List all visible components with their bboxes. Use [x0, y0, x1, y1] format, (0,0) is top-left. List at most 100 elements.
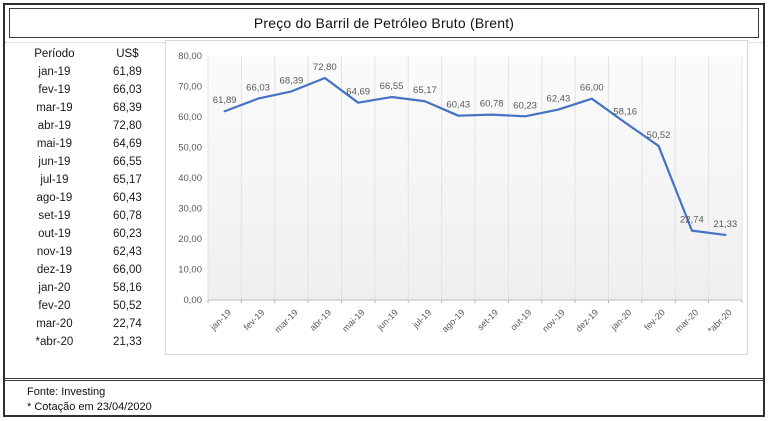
svg-text:jul-19: jul-19	[410, 307, 433, 330]
svg-text:fev-19: fev-19	[242, 307, 267, 332]
svg-text:20,00: 20,00	[178, 234, 202, 245]
svg-text:nov-19: nov-19	[540, 307, 567, 334]
value-cell: 68,39	[113, 102, 142, 114]
column-header-price: US$	[116, 48, 139, 60]
price-table: Período US$ jan-19 61,89 fev-19 66,03 mar-19…	[15, 45, 161, 351]
data-label: 65,17	[413, 85, 437, 96]
data-label: 72,80	[313, 62, 337, 73]
data-label: 66,03	[246, 83, 270, 94]
svg-text:jan-19: jan-19	[208, 307, 233, 332]
period-cell: nov-19	[36, 246, 72, 258]
svg-text:mar-20: mar-20	[673, 307, 700, 334]
chart-title-bar: Preço do Barril de Petróleo Bruto (Brent…	[9, 8, 759, 38]
data-label: 22,74	[680, 215, 704, 226]
period-cell: mar-19	[36, 102, 73, 114]
data-label: 60,78	[480, 99, 504, 110]
period-cell: fev-19	[38, 84, 71, 96]
table-row: mar-20 22,74	[15, 315, 161, 333]
page-title: Preço do Barril de Petróleo Bruto (Brent…	[253, 15, 515, 31]
value-cell: 61,89	[113, 66, 142, 78]
price-table-panel: Período US$ jan-19 61,89 fev-19 66,03 mar-19…	[15, 45, 161, 351]
svg-text:80,00: 80,00	[178, 51, 202, 62]
table-row: jul-19 65,17	[15, 171, 161, 189]
data-label: 62,43	[547, 94, 571, 105]
value-cell: 21,33	[113, 336, 142, 348]
svg-text:fev-20: fev-20	[642, 307, 667, 332]
period-cell: jul-19	[40, 174, 69, 186]
data-label: 60,23	[513, 100, 537, 111]
value-cell: 22,74	[113, 318, 142, 330]
table-row: nov-19 62,43	[15, 243, 161, 261]
value-cell: 60,78	[113, 210, 142, 222]
table-row: fev-20 50,52	[15, 297, 161, 315]
document-frame: Preço do Barril de Petróleo Bruto (Brent…	[3, 3, 765, 417]
svg-text:40,00: 40,00	[178, 173, 202, 184]
value-cell: 72,80	[113, 120, 142, 132]
table-row: jan-20 58,16	[15, 279, 161, 297]
table-row: out-19 60,23	[15, 225, 161, 243]
svg-text:0,00: 0,00	[184, 295, 203, 306]
svg-text:60,00: 60,00	[178, 112, 202, 123]
data-labels: 61,89 66,03 68,39 72,80 64,69 66,55 65,17 60,43…	[213, 62, 737, 230]
source-note: Fonte: Investing	[27, 386, 106, 398]
period-cell: set-19	[38, 210, 71, 222]
table-row: dez-19 66,00	[15, 261, 161, 279]
value-cell: 66,03	[113, 84, 142, 96]
value-cell: 66,00	[113, 264, 142, 276]
svg-text:abr-19: abr-19	[308, 307, 333, 332]
price-line	[223, 76, 727, 237]
svg-text:mai-19: mai-19	[340, 307, 367, 334]
value-cell: 58,16	[113, 282, 142, 294]
data-label: 21,33	[713, 219, 737, 230]
y-axis-labels: 0,00 10,00 20,00 30,00 40,00 50,00 60,00 70,00 8…	[178, 51, 202, 306]
table-row: jun-19 66,55	[15, 153, 161, 171]
svg-text:70,00: 70,00	[178, 82, 202, 93]
value-cell: 60,23	[113, 228, 142, 240]
svg-text:ago-19: ago-19	[440, 307, 467, 334]
data-label: 64,69	[346, 87, 370, 98]
value-cell: 66,55	[113, 156, 142, 168]
data-label: 68,39	[280, 75, 304, 86]
table-row: abr-19 72,80	[15, 117, 161, 135]
table-row: ago-19 60,43	[15, 189, 161, 207]
chart-container: 0,00 10,00 20,00 30,00 40,00 50,00 60,00 70,00 8…	[165, 40, 748, 355]
period-cell: mai-19	[36, 138, 72, 150]
data-label: 66,55	[380, 81, 404, 92]
table-row: *abr-20 21,33	[15, 333, 161, 351]
table-row: fev-19 66,03	[15, 81, 161, 99]
svg-text:out-19: out-19	[508, 307, 533, 332]
data-label: 61,89	[213, 95, 237, 106]
value-cell: 64,69	[113, 138, 142, 150]
svg-text:dez-19: dez-19	[574, 307, 601, 334]
value-cell: 65,17	[113, 174, 142, 186]
svg-text:set-19: set-19	[475, 307, 500, 332]
data-label: 50,52	[647, 130, 671, 141]
table-row: mar-19 68,39	[15, 99, 161, 117]
column-header-period: Período	[34, 48, 75, 60]
period-cell: jan-19	[38, 66, 71, 78]
data-label: 58,16	[613, 107, 637, 118]
table-row: set-19 60,78	[15, 207, 161, 225]
svg-text:30,00: 30,00	[178, 204, 202, 215]
price-table-body: jan-19 61,89 fev-19 66,03 mar-19 68,39 abr-19 7…	[15, 63, 161, 351]
period-cell: dez-19	[36, 264, 72, 276]
svg-text:10,00: 10,00	[178, 265, 202, 276]
value-cell: 50,52	[113, 300, 142, 312]
quote-date-note: * Cotação em 23/04/2020	[27, 401, 152, 413]
period-cell: fev-20	[38, 300, 71, 312]
x-axis-labels: jan-19 fev-19 mar-19 abr-19 mai-19 jun-19 jul-…	[208, 307, 734, 335]
period-cell: *abr-20	[35, 336, 74, 348]
svg-text:jan-20: jan-20	[608, 307, 633, 332]
svg-text:mar-19: mar-19	[273, 307, 300, 334]
period-cell: ago-19	[36, 192, 73, 204]
data-label: 60,43	[446, 100, 470, 111]
svg-text:50,00: 50,00	[178, 143, 202, 154]
value-cell: 60,43	[113, 192, 142, 204]
value-cell: 62,43	[113, 246, 142, 258]
data-label: 66,00	[580, 83, 604, 94]
period-cell: mar-20	[36, 318, 73, 330]
footer: Fonte: Investing * Cotação em 23/04/2020	[5, 378, 763, 415]
period-cell: jun-19	[38, 156, 71, 168]
svg-text:jun-19: jun-19	[374, 307, 399, 332]
table-row: mai-19 64,69	[15, 135, 161, 153]
